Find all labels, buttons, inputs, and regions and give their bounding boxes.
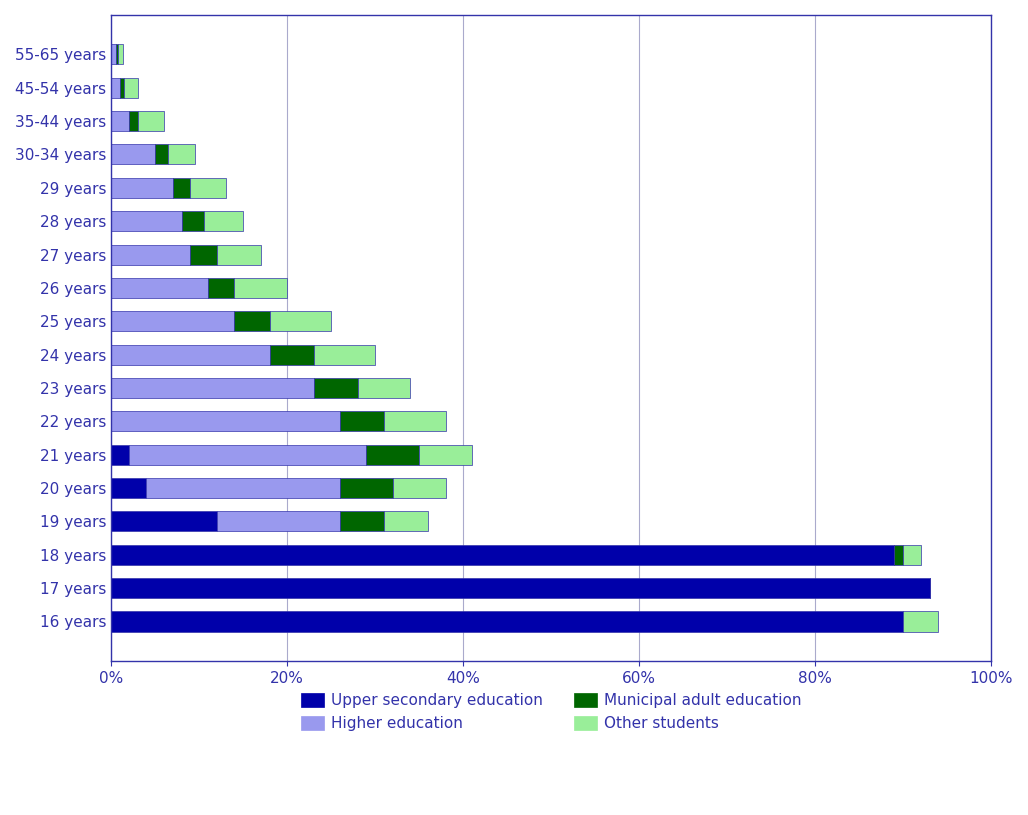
Bar — [208, 278, 234, 298]
Bar — [182, 211, 204, 231]
Bar — [138, 111, 164, 131]
Bar — [384, 412, 446, 431]
Bar — [894, 544, 904, 565]
Bar — [111, 178, 173, 198]
Bar — [217, 244, 261, 265]
Bar — [904, 611, 939, 632]
Bar — [314, 345, 375, 364]
Bar — [111, 412, 340, 431]
Bar — [155, 144, 169, 165]
Bar — [340, 511, 384, 531]
Bar — [111, 211, 182, 231]
Bar — [217, 511, 340, 531]
Bar — [340, 412, 384, 431]
Bar — [366, 445, 419, 465]
Legend: Upper secondary education, Higher education, Municipal adult education, Other st: Upper secondary education, Higher educat… — [295, 687, 808, 738]
Bar — [111, 311, 234, 331]
Bar — [111, 244, 190, 265]
Bar — [314, 378, 358, 398]
Bar — [111, 578, 929, 598]
Bar — [111, 445, 128, 465]
Bar — [269, 345, 314, 364]
Bar — [111, 44, 115, 64]
Bar — [128, 111, 138, 131]
Bar — [234, 311, 269, 331]
Bar — [269, 311, 331, 331]
Bar — [128, 445, 366, 465]
Bar — [904, 544, 921, 565]
Bar — [340, 478, 393, 498]
Bar — [111, 478, 146, 498]
Bar — [169, 144, 195, 165]
Bar — [111, 544, 894, 565]
Bar — [204, 211, 244, 231]
Bar — [118, 44, 122, 64]
Bar — [384, 511, 428, 531]
Bar — [419, 445, 472, 465]
Bar — [111, 378, 314, 398]
Bar — [115, 44, 118, 64]
Bar — [111, 111, 128, 131]
Bar — [111, 278, 208, 298]
Bar — [111, 345, 269, 364]
Bar — [173, 178, 190, 198]
Bar — [146, 478, 340, 498]
Bar — [234, 278, 287, 298]
Bar — [120, 77, 124, 98]
Bar — [190, 244, 217, 265]
Bar — [358, 378, 410, 398]
Bar — [111, 77, 120, 98]
Bar — [190, 178, 225, 198]
Bar — [111, 144, 155, 165]
Bar — [393, 478, 446, 498]
Bar — [124, 77, 138, 98]
Bar — [111, 611, 904, 632]
Bar — [111, 511, 217, 531]
